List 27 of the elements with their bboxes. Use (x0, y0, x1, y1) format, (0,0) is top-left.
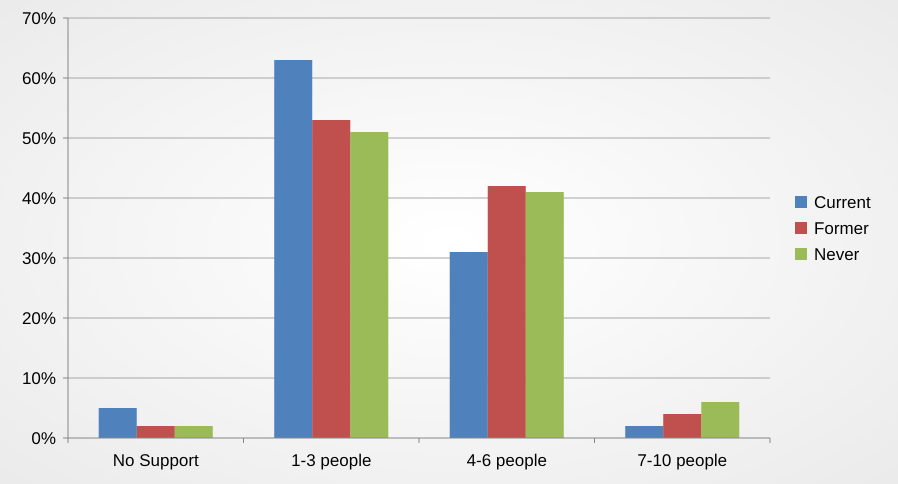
bar (136, 426, 175, 438)
bar (625, 426, 664, 438)
y-tick-label: 10% (22, 368, 56, 388)
y-tick-label: 40% (22, 188, 56, 208)
y-tick-label: 30% (22, 248, 56, 268)
x-tick-label: 1-3 people (291, 451, 372, 470)
legend-label: Former (814, 218, 870, 238)
bar (350, 132, 388, 438)
y-tick-label: 20% (22, 308, 56, 328)
x-tick-label: 7-10 people (637, 451, 728, 470)
bar (98, 408, 137, 438)
bar (488, 186, 526, 438)
bar (450, 252, 488, 438)
bar (174, 426, 213, 438)
bar (526, 192, 564, 438)
y-tick-label: 50% (22, 128, 56, 148)
bar (701, 402, 740, 438)
x-tick-label: No Support (112, 451, 200, 470)
y-tick-label: 70% (22, 8, 56, 28)
bar (663, 414, 702, 438)
y-tick-label: 60% (22, 68, 56, 88)
bar (274, 60, 312, 438)
legend-label: Never (814, 244, 860, 264)
y-tick-label: 0% (31, 428, 56, 448)
x-tick-label: 4-6 people (466, 451, 547, 470)
legend-label: Current (814, 192, 871, 212)
bar (312, 120, 350, 438)
